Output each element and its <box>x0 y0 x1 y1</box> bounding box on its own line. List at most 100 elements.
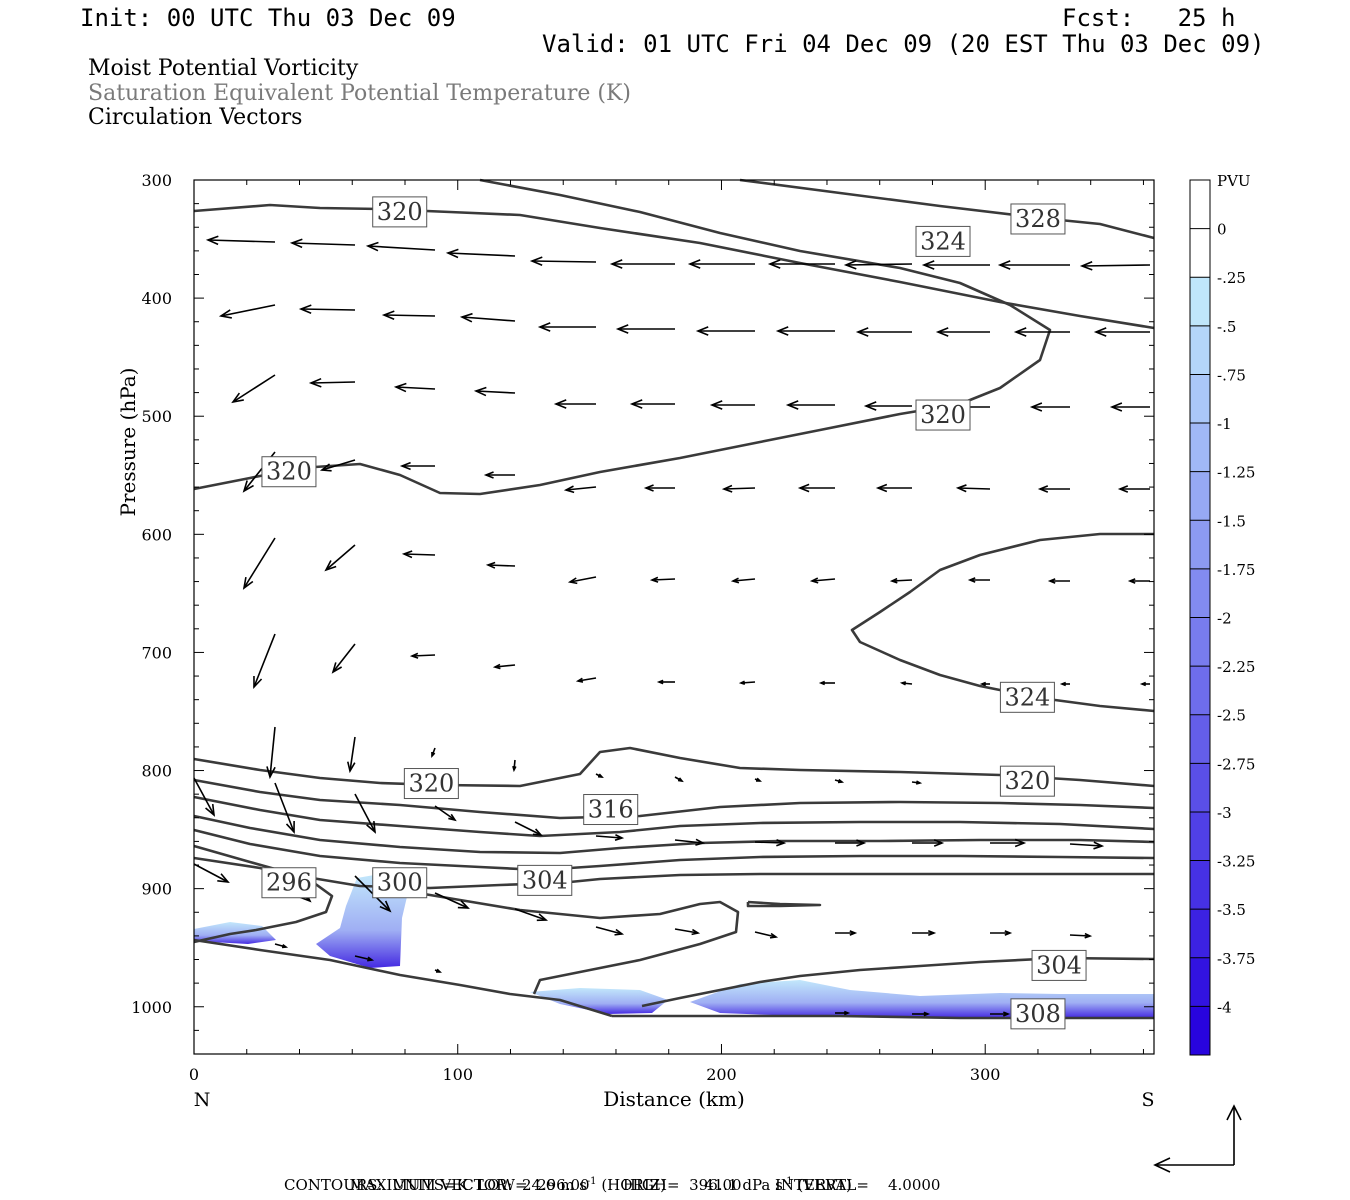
vector-arrow-47 <box>1037 485 1070 493</box>
contour-label-text: 320 <box>1005 767 1051 795</box>
colorbar-label: 0 <box>1217 221 1227 239</box>
colorbar-label: -.75 <box>1217 366 1246 384</box>
vector-arrow-61 <box>253 633 276 690</box>
vector-arrow-62 <box>331 643 356 674</box>
contour-labels-layer: 320 328 324 320 320 324 320 320 316 304 296 300 304 3… <box>261 196 1087 1030</box>
contour-label-12: 300 <box>372 867 428 899</box>
colorbar-label: -1 <box>1217 415 1232 433</box>
vector-arrow-9 <box>843 260 913 270</box>
colorbar-unit-label: PVU <box>1217 172 1251 190</box>
vector-arrow-103 <box>434 968 443 973</box>
colorbar: PVU 0 -.25 -.5 -.75 -1 -1.25 -1.5 -1.75 -2 -2.25 -2… <box>1189 172 1255 1056</box>
vector-arrow-69 <box>899 681 913 686</box>
colorbar-label: -1.25 <box>1217 464 1255 482</box>
vector-arrow-12 <box>1079 261 1151 271</box>
vector-arrow-93 <box>514 908 549 922</box>
vector-arrow-29 <box>553 399 596 409</box>
colorbar-segment <box>1190 714 1210 764</box>
colorbar-segment <box>1190 617 1210 667</box>
vector-arrow-1 <box>205 235 276 246</box>
colorbar-segment <box>1190 277 1210 327</box>
x-tick-label: 200 <box>706 1065 737 1084</box>
contour-label-14: 308 <box>1010 998 1066 1030</box>
contour-label-3: 324 <box>915 225 971 257</box>
y-tick-label: 400 <box>141 289 172 308</box>
colorbar-segment <box>1190 180 1210 230</box>
vector-arrow-4 <box>445 248 516 259</box>
vector-arrow-87 <box>990 838 1027 848</box>
x-tick-label: 300 <box>970 1065 1001 1084</box>
vector-arrow-46 <box>955 484 991 493</box>
vector-arrow-107 <box>595 773 604 778</box>
vector-arrow-73 <box>266 726 276 780</box>
contour-label-6: 324 <box>999 681 1055 713</box>
vector-arrow-65 <box>575 677 597 683</box>
vector-arrow-75 <box>431 747 436 759</box>
vector-arrow-45 <box>875 483 912 493</box>
vector-arrow-42 <box>643 484 675 492</box>
colorbar-label: -3.75 <box>1217 950 1255 968</box>
vector-arrow-2 <box>289 238 356 249</box>
vector-arrow-27 <box>393 382 436 393</box>
vector-arrow-35 <box>1029 402 1070 412</box>
vector-arrow-95 <box>674 928 701 936</box>
colorbar-label: -1.75 <box>1217 561 1255 579</box>
vector-arrow-28 <box>473 386 516 397</box>
vector-arrow-74 <box>346 736 356 774</box>
vector-arrow-59 <box>1047 578 1070 584</box>
vector-arrow-98 <box>912 929 937 937</box>
vector-arrow-60 <box>1127 578 1150 584</box>
contour-label-10: 304 <box>517 864 573 896</box>
contours-info: CONTOURS: UNITS=K LOW= 296.00 HIGH= 396.… <box>284 1176 941 1194</box>
vector-arrow-19 <box>695 326 755 336</box>
plot-frame <box>193 179 1155 1055</box>
vector-arrow-44 <box>797 483 835 493</box>
vector-key-vertical-head <box>1226 1104 1242 1121</box>
contour-line-13 <box>746 900 822 908</box>
vector-arrow-89 <box>193 863 230 884</box>
vector-arrow-6 <box>609 259 675 269</box>
colorbar-label: -3 <box>1217 804 1232 822</box>
vector-arrow-53 <box>567 576 597 585</box>
vector-arrow-109 <box>754 777 763 782</box>
horiz-tag: (HORIZ) <box>596 1176 667 1194</box>
colorbar-label: -.5 <box>1217 318 1236 336</box>
vector-arrow-51 <box>401 550 436 559</box>
north-label: N <box>194 1089 211 1111</box>
colorbar-segment <box>1190 325 1210 375</box>
max-vert-value: 41.1 dPa s <box>704 1176 783 1194</box>
max-horiz-value: 24.6 m s <box>521 1176 587 1194</box>
y-axis-label: Pressure (hPa) <box>116 368 140 517</box>
vector-arrow-24 <box>1093 327 1150 337</box>
colorbar-segment <box>1190 374 1210 424</box>
colorbar-segment <box>1190 471 1210 521</box>
colorbar-label: -2.75 <box>1217 755 1255 773</box>
contour-line-16 <box>612 1014 1154 1020</box>
vector-arrow-58 <box>967 577 990 583</box>
contour-line-9 <box>193 828 1155 872</box>
contour-lines-layer <box>193 178 1155 1020</box>
y-tick-label: 1000 <box>131 998 172 1017</box>
y-tick-label: 300 <box>141 171 172 190</box>
contour-label-text: 324 <box>1005 683 1051 711</box>
vector-arrow-25 <box>231 374 276 404</box>
vector-arrow-21 <box>855 327 912 337</box>
contour-label-text: 320 <box>377 198 423 226</box>
vector-arrow-48 <box>1117 485 1150 493</box>
x-tick-label: 100 <box>442 1065 473 1084</box>
vector-arrow-94 <box>595 926 625 936</box>
vector-arrow-11 <box>997 260 1070 270</box>
y-tick-label: 700 <box>141 643 172 662</box>
vector-arrow-20 <box>775 326 835 336</box>
contour-label-text: 320 <box>408 770 454 798</box>
colorbar-label: -2.5 <box>1217 707 1246 725</box>
vector-arrow-104 <box>835 1010 851 1016</box>
south-label: S <box>1141 1089 1154 1111</box>
contour-label-1: 320 <box>372 196 428 228</box>
contour-label-9: 316 <box>583 794 639 826</box>
vector-arrow-7 <box>687 259 755 269</box>
colorbar-segment <box>1190 228 1210 278</box>
vector-arrow-64 <box>492 663 516 670</box>
contour-line-12 <box>399 888 740 995</box>
vector-arrow-100 <box>1069 932 1093 939</box>
